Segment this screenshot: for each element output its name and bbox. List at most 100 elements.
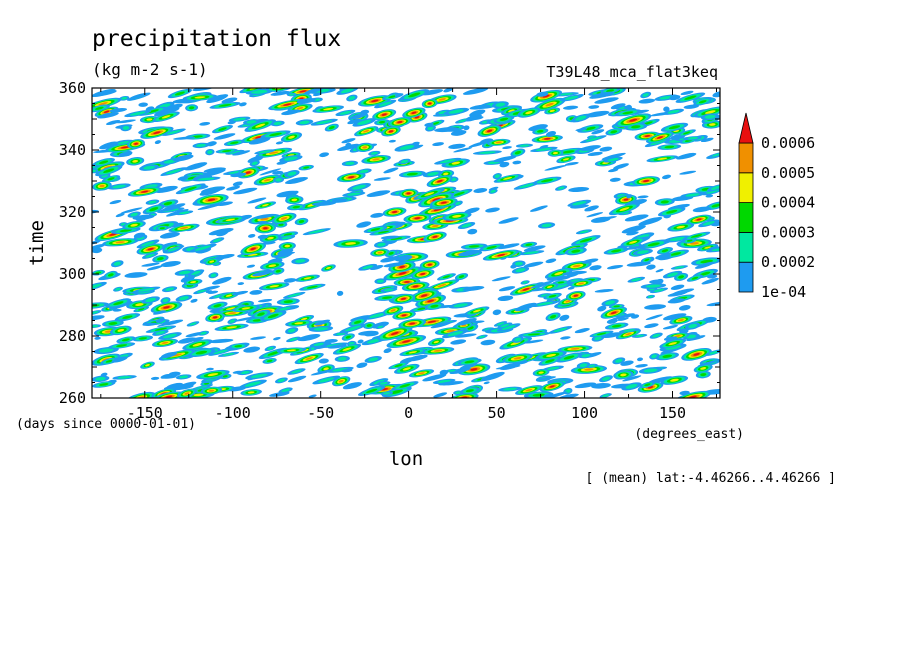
precip-contour — [433, 340, 439, 344]
precip-contour — [498, 217, 519, 224]
precip-contour — [92, 243, 106, 250]
precip-contour — [382, 392, 391, 395]
precip-contour — [275, 178, 282, 182]
colorbar-label: 0.0004 — [761, 194, 815, 212]
precip-contour — [705, 194, 714, 198]
precip-contour — [381, 113, 387, 116]
precip-contour — [160, 261, 181, 267]
precip-contour — [130, 223, 138, 227]
precip-contour — [323, 367, 329, 371]
precip-contour — [138, 307, 145, 311]
precip-contour — [684, 95, 697, 100]
chart-units: (kg m-2 s-1) — [92, 60, 208, 79]
precip-contour — [432, 235, 438, 238]
precip-contour — [267, 313, 279, 319]
y-units-label: (days since 0000-01-01) — [16, 417, 196, 432]
precip-contour — [613, 305, 620, 308]
precip-contour — [702, 221, 715, 226]
precip-contour — [691, 276, 699, 280]
precip-contour — [392, 210, 398, 214]
precip-contour — [541, 223, 552, 228]
precip-contour — [527, 333, 541, 336]
precip-contour — [281, 109, 301, 116]
precip-contour — [622, 111, 634, 115]
precip-contour — [408, 92, 421, 98]
precip-contour — [625, 384, 638, 389]
y-tick-label: 300 — [59, 265, 86, 283]
y-tick-label: 360 — [59, 79, 86, 97]
precip-contour — [202, 285, 220, 291]
precip-contour — [508, 109, 515, 113]
precip-contour — [668, 125, 681, 130]
precip-contour — [564, 95, 579, 100]
precip-contour — [480, 339, 496, 346]
precip-contour — [378, 101, 392, 107]
precip-contour — [162, 319, 184, 326]
precip-contour — [208, 389, 215, 392]
precip-contour — [251, 373, 268, 378]
precip-contour — [327, 344, 347, 349]
precip-contour — [283, 103, 292, 106]
colorbar: 1e-04 0.0002 0.0003 0.0004 0.0005 0.0006 — [738, 112, 815, 301]
precip-contour — [195, 350, 208, 355]
precip-contour — [523, 339, 544, 344]
precip-contour — [160, 351, 178, 359]
y-tick-label: 280 — [59, 327, 86, 345]
precip-contour — [230, 172, 247, 178]
precip-contour — [138, 102, 148, 107]
precip-contour — [205, 290, 213, 294]
precip-contour — [448, 143, 466, 149]
precip-contour — [669, 236, 686, 241]
precip-contour — [163, 306, 170, 309]
precip-contour — [669, 95, 681, 101]
precip-contour — [213, 349, 228, 355]
precip-contour — [380, 256, 400, 263]
precip-contour — [545, 258, 557, 264]
precip-contour — [167, 246, 180, 252]
precip-contour — [530, 280, 555, 289]
precip-contour — [644, 323, 659, 329]
precip-contour — [543, 137, 551, 140]
precip-contour — [662, 325, 679, 330]
precip-contour — [108, 322, 118, 325]
precip-contour — [207, 373, 219, 377]
precip-contour — [208, 338, 234, 344]
precip-contour — [398, 271, 407, 275]
precip-contour — [222, 352, 235, 356]
precip-contour — [404, 281, 410, 283]
precip-contour — [308, 229, 326, 234]
precip-contour — [579, 363, 588, 368]
precip-contour — [414, 217, 421, 220]
precip-contour — [122, 315, 133, 319]
precip-contour — [323, 107, 334, 111]
precip-contour — [500, 323, 510, 328]
precip-contour — [250, 247, 256, 251]
precip-contour — [390, 309, 396, 312]
precip-contour — [652, 333, 661, 338]
precip-contour — [152, 310, 167, 315]
precip-contour — [273, 121, 282, 126]
precip-contour — [273, 336, 281, 341]
precip-contour — [587, 151, 603, 156]
precip-contour — [157, 257, 164, 261]
x-axis-label: lon — [389, 448, 423, 470]
precip-contour — [645, 284, 661, 288]
precip-contour — [525, 388, 533, 392]
precip-contour — [347, 192, 361, 196]
precip-contour — [584, 368, 594, 371]
precip-contour — [638, 217, 663, 226]
precip-contour — [120, 146, 130, 149]
precip-contour — [313, 327, 329, 331]
precip-contour — [490, 189, 496, 193]
precip-contour — [615, 358, 623, 363]
colorbar-max-arrow — [738, 112, 754, 144]
precip-contour — [515, 360, 529, 365]
precip-contour — [246, 120, 257, 124]
precip-contour — [92, 311, 99, 314]
precip-contour — [163, 333, 177, 339]
precip-contour — [237, 282, 245, 286]
precip-contour — [698, 100, 707, 104]
precip-contour — [207, 150, 213, 154]
precip-contour — [251, 161, 258, 166]
precip-contour — [690, 242, 699, 245]
